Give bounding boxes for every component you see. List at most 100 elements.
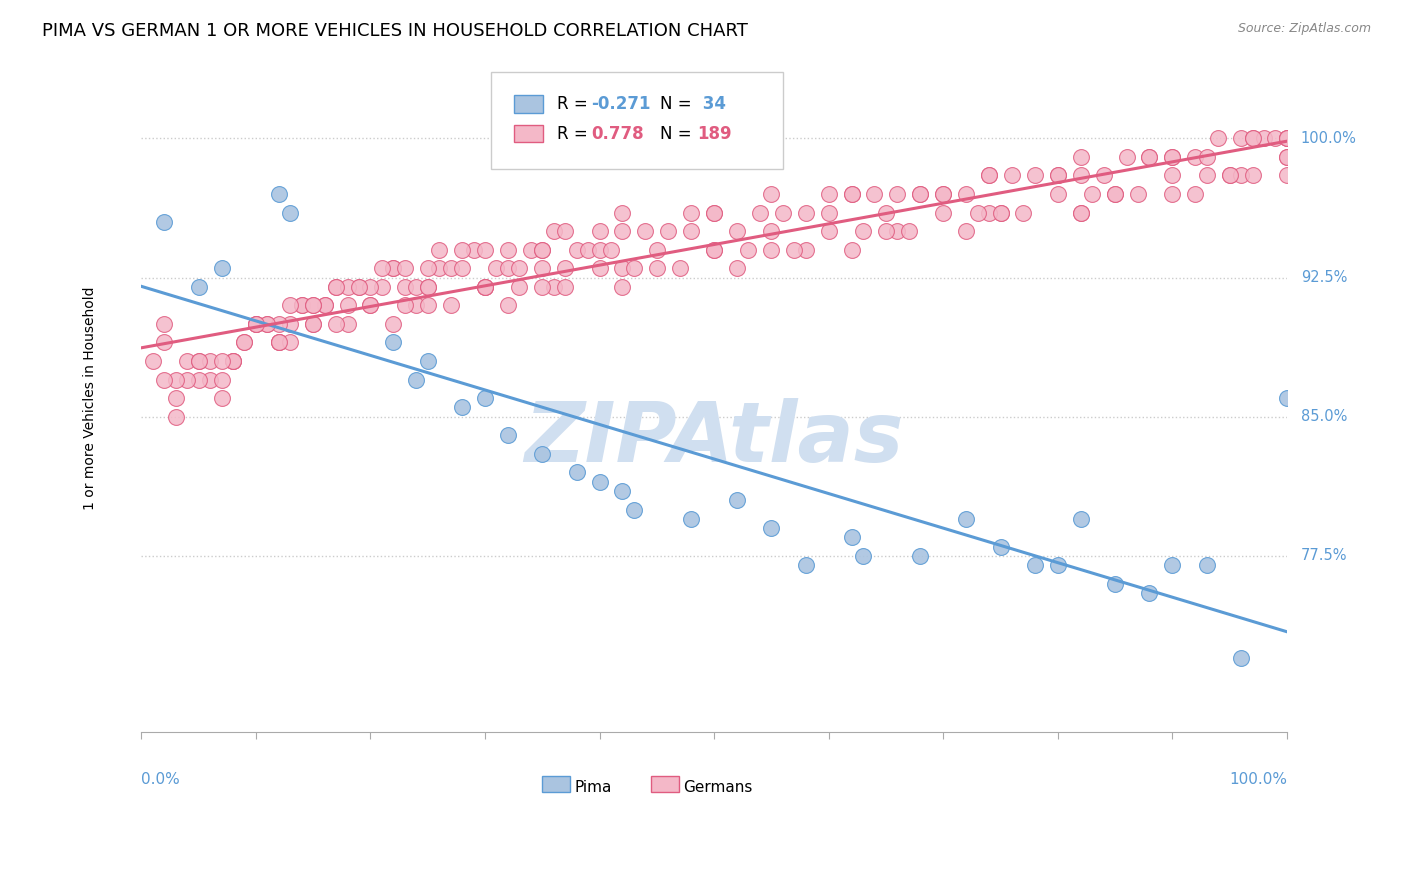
Point: [1230, 169, 1253, 183]
Point: [382, 261, 405, 276]
Point: [817, 205, 839, 219]
Point: [725, 224, 748, 238]
Point: [1184, 150, 1206, 164]
Point: [382, 335, 405, 350]
Point: [347, 280, 370, 294]
Point: [267, 317, 290, 331]
Point: [382, 317, 405, 331]
Point: [681, 224, 703, 238]
Point: [474, 280, 496, 294]
Point: [1275, 150, 1298, 164]
Point: [474, 391, 496, 405]
Point: [394, 298, 416, 312]
Point: [910, 549, 932, 563]
Point: [841, 243, 863, 257]
Point: [761, 521, 783, 535]
Point: [336, 280, 359, 294]
Point: [531, 447, 554, 461]
Point: [1219, 169, 1241, 183]
Point: [737, 243, 759, 257]
Point: [1241, 131, 1264, 145]
Point: [852, 549, 875, 563]
Point: [681, 512, 703, 526]
Point: [1070, 169, 1092, 183]
Point: [703, 205, 725, 219]
Point: [588, 243, 610, 257]
Point: [1139, 150, 1161, 164]
Point: [1126, 186, 1149, 201]
Point: [748, 205, 770, 219]
Point: [543, 224, 565, 238]
Point: [245, 317, 267, 331]
Point: [508, 280, 530, 294]
Point: [554, 224, 576, 238]
Point: [314, 298, 336, 312]
Point: [1024, 558, 1046, 573]
Point: [198, 373, 221, 387]
Point: [1195, 169, 1218, 183]
Point: [1046, 169, 1069, 183]
Point: [302, 298, 325, 312]
Point: [1139, 150, 1161, 164]
Point: [1275, 131, 1298, 145]
Point: [772, 205, 794, 219]
Point: [612, 224, 634, 238]
Point: [841, 186, 863, 201]
Point: [794, 243, 817, 257]
Point: [336, 317, 359, 331]
Point: [474, 243, 496, 257]
Point: [187, 373, 209, 387]
Point: [841, 530, 863, 544]
FancyBboxPatch shape: [491, 72, 783, 169]
Point: [371, 280, 394, 294]
Point: [863, 186, 886, 201]
Point: [531, 261, 554, 276]
Point: [1195, 150, 1218, 164]
Point: [645, 261, 668, 276]
Text: PIMA VS GERMAN 1 OR MORE VEHICLES IN HOUSEHOLD CORRELATION CHART: PIMA VS GERMAN 1 OR MORE VEHICLES IN HOU…: [42, 22, 748, 40]
Point: [256, 317, 278, 331]
Point: [440, 298, 463, 312]
Point: [966, 205, 988, 219]
Point: [817, 186, 839, 201]
Point: [1104, 576, 1126, 591]
Point: [416, 261, 439, 276]
Point: [187, 354, 209, 368]
Point: [588, 224, 610, 238]
Point: [588, 261, 610, 276]
Point: [1275, 391, 1298, 405]
Text: 1 or more Vehicles in Household: 1 or more Vehicles in Household: [83, 286, 97, 510]
Point: [256, 317, 278, 331]
Point: [359, 298, 381, 312]
Point: [1046, 558, 1069, 573]
Point: [761, 224, 783, 238]
Point: [1046, 186, 1069, 201]
Point: [1264, 131, 1286, 145]
Point: [794, 558, 817, 573]
Point: [910, 186, 932, 201]
Point: [1070, 205, 1092, 219]
Point: [886, 186, 908, 201]
Point: [657, 224, 679, 238]
Point: [371, 261, 394, 276]
Text: N =: N =: [661, 125, 697, 143]
Point: [496, 428, 519, 442]
Point: [1161, 150, 1184, 164]
Point: [394, 280, 416, 294]
Point: [451, 261, 474, 276]
Point: [1104, 186, 1126, 201]
Point: [416, 280, 439, 294]
Point: [703, 205, 725, 219]
Point: [211, 354, 233, 368]
Point: [588, 475, 610, 489]
Point: [783, 243, 806, 257]
Point: [612, 483, 634, 498]
Point: [165, 373, 187, 387]
Point: [623, 261, 645, 276]
Point: [405, 280, 427, 294]
Point: [645, 243, 668, 257]
Point: [474, 280, 496, 294]
Point: [427, 261, 450, 276]
Point: [245, 317, 267, 331]
Point: [703, 243, 725, 257]
